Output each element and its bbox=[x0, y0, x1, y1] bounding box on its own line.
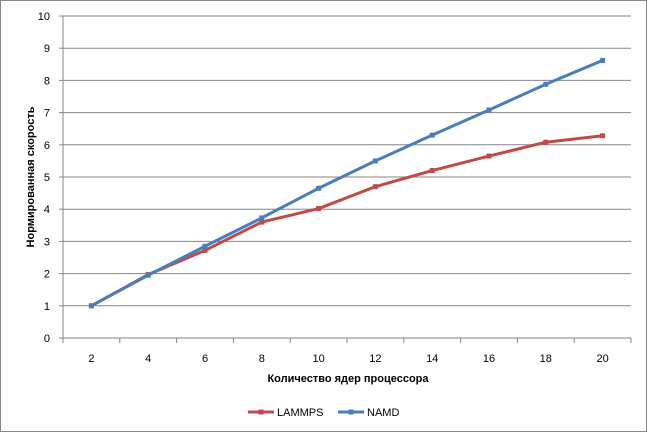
series-layer bbox=[88, 57, 606, 309]
series-line-namd bbox=[90, 59, 604, 308]
data-point-namd bbox=[145, 272, 151, 278]
legend-entry-namd: NAMD bbox=[338, 407, 399, 419]
legend-label-lammps: LAMMPS bbox=[277, 407, 323, 419]
x-tick-label: 20 bbox=[596, 353, 608, 365]
data-point-lammps bbox=[202, 247, 208, 253]
data-point-namd bbox=[202, 243, 208, 249]
data-point-lammps bbox=[486, 153, 492, 159]
legend-marker-namd bbox=[348, 409, 354, 415]
data-point-namd bbox=[600, 57, 606, 63]
legend-label-namd: NAMD bbox=[367, 407, 399, 419]
data-point-lammps bbox=[600, 133, 606, 139]
data-point-lammps bbox=[259, 219, 265, 225]
data-point-namd bbox=[543, 81, 549, 87]
data-point-lammps bbox=[316, 206, 322, 212]
data-point-namd bbox=[88, 303, 94, 309]
y-tick-label: 2 bbox=[44, 269, 50, 281]
x-axis-title: Количество ядер процессора bbox=[267, 373, 429, 385]
legend-entry-lammps: LAMMPS bbox=[248, 407, 323, 419]
y-tick-label: 3 bbox=[44, 236, 50, 248]
series-line-lammps bbox=[90, 134, 603, 308]
y-axis-title: Нормированная скорость bbox=[25, 106, 37, 247]
y-tick-label: 5 bbox=[44, 172, 50, 184]
x-tick-label: 18 bbox=[540, 353, 552, 365]
y-tick-label: 1 bbox=[44, 301, 50, 313]
axes bbox=[59, 15, 632, 343]
data-point-namd bbox=[429, 132, 435, 138]
x-tick-label: 8 bbox=[259, 353, 265, 365]
data-point-namd bbox=[486, 107, 492, 113]
data-point-lammps bbox=[429, 168, 435, 174]
data-point-lammps bbox=[543, 139, 549, 145]
legend: LAMMPS NAMD bbox=[248, 407, 399, 419]
x-tick-label: 4 bbox=[145, 353, 151, 365]
legend-marker-lammps bbox=[258, 409, 264, 415]
data-point-namd bbox=[316, 185, 322, 191]
y-tick-label: 7 bbox=[44, 108, 50, 120]
x-tick-label: 16 bbox=[483, 353, 495, 365]
y-tick-label: 0 bbox=[44, 333, 50, 345]
x-tick-label: 14 bbox=[426, 353, 438, 365]
gridlines bbox=[63, 15, 631, 307]
x-tick-label: 12 bbox=[369, 353, 381, 365]
x-tick-label: 10 bbox=[312, 353, 324, 365]
y-tick-label: 10 bbox=[38, 11, 50, 23]
x-tick-label: 2 bbox=[88, 353, 94, 365]
y-tick-label: 8 bbox=[44, 75, 50, 87]
data-point-namd bbox=[372, 158, 378, 164]
data-point-namd bbox=[259, 215, 265, 221]
y-tick-label: 6 bbox=[44, 140, 50, 152]
x-tick-label: 6 bbox=[202, 353, 208, 365]
y-tick-label: 9 bbox=[44, 43, 50, 55]
y-tick-label: 4 bbox=[44, 204, 50, 216]
data-point-lammps bbox=[372, 184, 378, 190]
